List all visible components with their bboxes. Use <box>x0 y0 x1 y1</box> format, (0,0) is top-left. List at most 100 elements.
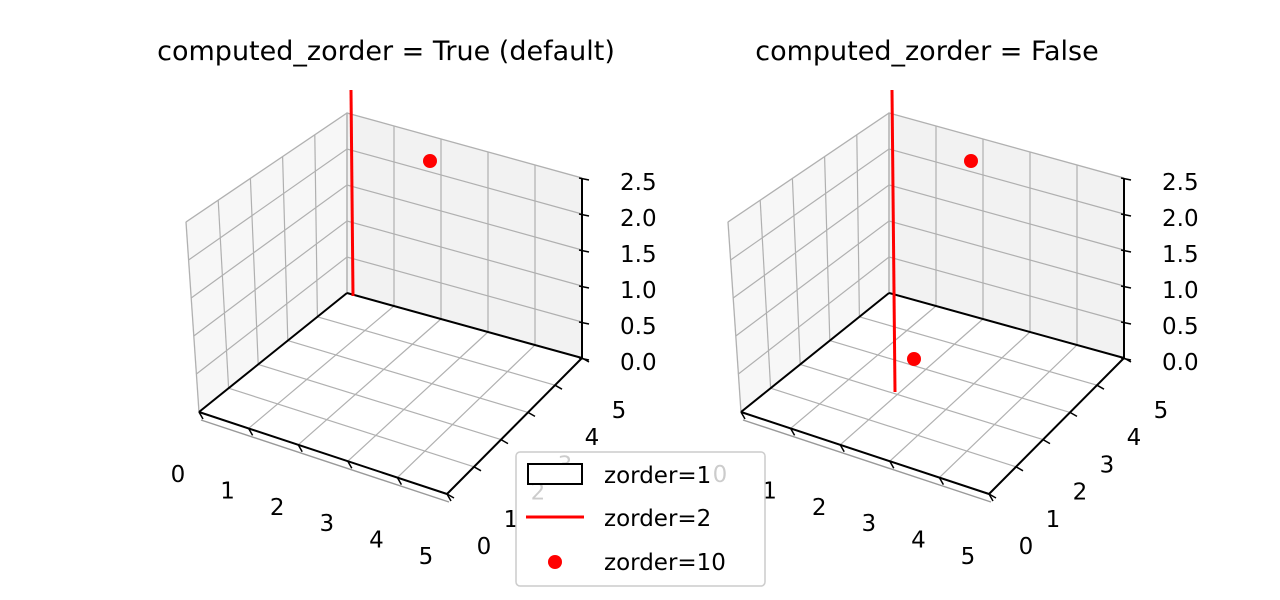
floor-edge <box>346 292 583 359</box>
x-tick-label: 1 <box>762 478 777 504</box>
y-tick-label: 5 <box>1154 398 1169 424</box>
y-tick-label: 3 <box>1100 452 1115 478</box>
gridline-x <box>347 331 489 462</box>
gridline-y-wall <box>249 178 259 365</box>
gridline-y-wall <box>791 178 801 365</box>
gridline-y-floor <box>859 316 1098 386</box>
z-tick-label: 2.5 <box>620 170 657 196</box>
z-tick-label: 1.0 <box>1162 278 1199 304</box>
x-tick-label: 2 <box>270 495 285 521</box>
plot-marks <box>349 89 437 297</box>
gridline-y-floor <box>228 387 475 468</box>
x-tick <box>889 460 895 469</box>
z-tick-label: 2.0 <box>620 206 657 232</box>
x-tick-label: 4 <box>911 528 926 554</box>
z-tick <box>578 357 590 361</box>
y-tick <box>1069 411 1078 418</box>
series-line-zorder-2 <box>349 89 355 297</box>
z-tick <box>1120 321 1132 325</box>
x-tick <box>198 411 204 420</box>
subplot-title: computed_zorder = True (default) <box>157 36 615 67</box>
legend-frame <box>515 451 766 587</box>
gridline-y-wall <box>282 156 289 341</box>
z-tick-label: 0.5 <box>620 314 657 340</box>
gridline-y-floor <box>770 387 1017 468</box>
y-tick-label: 0 <box>477 534 492 560</box>
y-tick <box>473 466 482 472</box>
x-axis-shadow <box>742 419 992 503</box>
gridline-x <box>248 305 395 429</box>
gridline-y-floor <box>829 340 1071 413</box>
gridline-y-wall <box>185 221 200 413</box>
axis-lines <box>740 178 1125 503</box>
y-tick <box>554 384 563 390</box>
gridline-z <box>732 184 1125 299</box>
legend-patch-icon <box>527 463 583 485</box>
x-tick <box>297 444 303 453</box>
floor-edge <box>888 292 1125 359</box>
y-tick-label: 4 <box>585 425 600 451</box>
tick-marks <box>740 177 1132 502</box>
gridline-y-wall <box>217 200 230 389</box>
legend-label: zorder=1 <box>604 463 711 489</box>
x-tick-label: 1 <box>220 478 235 504</box>
y-tick <box>1042 438 1051 445</box>
tick-labels: 0123450123450.00.51.01.52.02.5 <box>713 170 1199 570</box>
gridline-y-wall <box>856 134 860 317</box>
legend-dot-icon <box>548 555 562 569</box>
z-tick-label: 2.5 <box>1162 170 1199 196</box>
x-tick-label: 2 <box>812 495 827 521</box>
gridline-z <box>196 256 583 375</box>
x-tick-label: 4 <box>369 528 384 554</box>
z-tick <box>578 285 590 289</box>
x-tick <box>247 428 254 436</box>
series-line-zorder-2 <box>890 89 897 393</box>
z-tick <box>1120 177 1132 181</box>
y-axis-line <box>988 357 1125 495</box>
x-tick-label: 5 <box>419 544 434 570</box>
gridline-y-floor <box>317 316 556 386</box>
z-tick <box>1120 249 1132 253</box>
legend-label: zorder=10 <box>604 550 726 576</box>
y-tick-label: 0 <box>1019 534 1034 560</box>
gridline-z <box>185 112 583 223</box>
z-tick-label: 0.0 <box>620 350 657 376</box>
y-tick <box>1096 384 1105 390</box>
x-axis-line <box>198 411 448 495</box>
z-tick <box>578 321 590 325</box>
gridline-x <box>889 331 1031 462</box>
gridline-y-floor <box>258 363 502 441</box>
y-tick-label: 1 <box>1046 507 1061 533</box>
gridlines <box>727 112 1125 495</box>
gridline-y-wall <box>727 221 742 413</box>
x-tick <box>839 444 845 453</box>
gridline-x <box>938 344 1078 479</box>
gridline-z <box>735 220 1125 337</box>
y-tick <box>527 411 536 418</box>
x-axis-shadow <box>200 419 450 503</box>
y-tick-label: 5 <box>612 398 627 424</box>
gridline-x <box>839 318 984 446</box>
gridline-y-wall <box>314 134 318 317</box>
gridline-z <box>738 256 1125 375</box>
x-tick-label: 3 <box>861 511 876 537</box>
gridline-y-wall <box>759 200 772 389</box>
y-tick <box>988 493 997 499</box>
gridline-x <box>396 344 536 479</box>
y-tick <box>1015 466 1024 472</box>
gridlines <box>185 112 583 495</box>
z-tick <box>578 213 590 217</box>
z-tick <box>1120 357 1132 361</box>
z-tick-label: 1.0 <box>620 278 657 304</box>
scatter-point-zorder-10 <box>907 352 921 366</box>
gridline-y-floor <box>800 363 1044 441</box>
z-tick <box>1120 285 1132 289</box>
z-tick <box>578 177 590 181</box>
z-tick-label: 1.5 <box>620 242 657 268</box>
x-tick <box>396 477 403 485</box>
gridline-z <box>188 148 583 261</box>
y-tick <box>500 438 509 445</box>
subplot-computed-zorder-true: 0123450123450.00.51.01.52.02.5 computed_… <box>157 36 656 570</box>
subplot-computed-zorder-false: 0123450123450.00.51.01.52.02.5 computed_… <box>713 36 1199 570</box>
floor-edge <box>198 292 348 413</box>
